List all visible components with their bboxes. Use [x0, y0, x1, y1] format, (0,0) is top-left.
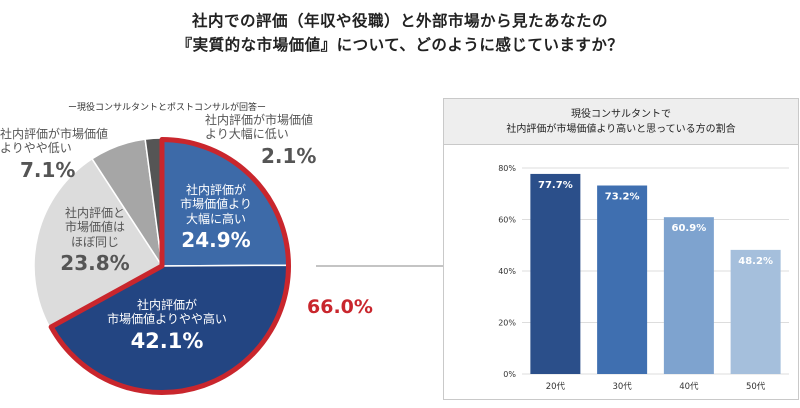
chart-title-line2: 『実質的な市場価値』について、どのように感じていますか？ [176, 36, 624, 54]
bar-chart: 0% 20% 40% 60% 80% 77.7% 20代 73.2% 30代 60.9% 40代 48… [498, 164, 789, 392]
panel-header: 現役コンサルタントで 社内評価が市場価値より高いと思っている方の割合 [444, 99, 798, 145]
y-tick-label: 80% [498, 164, 516, 173]
higher-group-highlight [48, 137, 291, 395]
higher-total-percentage: 66.0% [307, 296, 373, 318]
pie-respondent-note: ー現役コンサルタントとポストコンサルが回答ー [68, 103, 267, 113]
x-category-label: 20代 [546, 381, 566, 392]
slice-label-about-same: 社内評価と 市場価値は ほぼ同じ 23.8% [60, 206, 130, 276]
y-tick-label: 40% [498, 267, 516, 276]
slice-label-much-higher: 社内評価が 市場価値より 大幅に高い 24.9% [180, 183, 252, 253]
slice-label-slightly-higher: 社内評価が 市場価値よりやや高い 42.1% [107, 298, 227, 353]
bar-40代 [663, 217, 714, 374]
slice-label-much-lower: 社内評価が市場価値 より大幅に低い 2.1% [205, 113, 317, 168]
panel-header-line2: 社内評価が市場価値より高いと思っている方の割合 [506, 124, 736, 135]
slice-label-slightly-lower: 社内評価が市場価値 よりやや低い 7.1% [0, 127, 109, 182]
bar-20代 [530, 173, 581, 374]
chart-title-line1: 社内での評価（年収や役職）と外部市場から見たあなたの [191, 12, 608, 30]
y-tick-label: 0% [503, 370, 516, 379]
pie-slice-about-same [33, 157, 164, 329]
bar-30代 [597, 185, 648, 374]
bar-value-label: 73.2% [605, 192, 640, 203]
panel-header-line1: 現役コンサルタントで [571, 109, 671, 120]
bar-value-label: 77.7% [538, 180, 573, 191]
bar-value-label: 48.2% [738, 256, 773, 267]
bar-value-label: 60.9% [672, 223, 707, 234]
x-category-label: 50代 [746, 381, 766, 392]
x-category-label: 30代 [612, 381, 632, 392]
y-tick-label: 20% [498, 319, 516, 328]
bar-50代 [730, 249, 781, 374]
age-breakdown-panel: 現役コンサルタントで 社内評価が市場価値より高いと思っている方の割合 0% 20%… [443, 98, 799, 400]
x-category-label: 40代 [679, 381, 699, 392]
y-tick-label: 60% [498, 216, 516, 225]
